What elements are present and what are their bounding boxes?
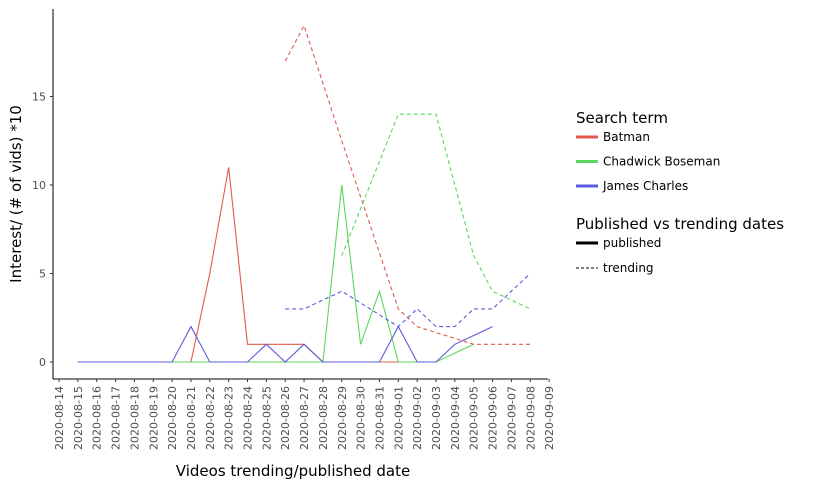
x-tick-label: 2020-08-27 bbox=[298, 386, 311, 450]
legend-label: Chadwick Boseman bbox=[603, 155, 720, 169]
legend-label: Batman bbox=[603, 130, 650, 144]
series-line-batman-trending bbox=[284, 24, 531, 345]
x-tick-label: 2020-08-25 bbox=[260, 386, 273, 450]
x-tick-label: 2020-08-31 bbox=[373, 386, 386, 450]
y-tick-label: 10 bbox=[32, 179, 46, 192]
legend: Search term Batman Chadwick Boseman James … bbox=[576, 109, 784, 275]
x-ticks: 2020-08-14 2020-08-15 2020-08-16 2020-08-17… bbox=[53, 379, 556, 450]
legend-color-title: Search term bbox=[576, 109, 668, 127]
y-tick-label: 15 bbox=[32, 91, 46, 104]
x-tick-label: 2020-08-16 bbox=[91, 386, 104, 450]
x-tick-label: 2020-08-23 bbox=[223, 386, 236, 450]
legend-label: trending bbox=[603, 261, 654, 275]
x-tick-label: 2020-08-15 bbox=[72, 386, 85, 450]
x-tick-label: 2020-08-28 bbox=[317, 386, 330, 450]
x-tick-label: 2020-08-22 bbox=[204, 386, 217, 450]
x-tick-label: 2020-08-19 bbox=[147, 386, 160, 450]
x-tick-label: 2020-08-17 bbox=[110, 386, 123, 450]
x-tick-label: 2020-09-01 bbox=[392, 386, 405, 450]
x-tick-label: 2020-09-02 bbox=[411, 386, 424, 450]
series-line-chadwick-boseman-trending bbox=[341, 113, 531, 310]
x-tick-label: 2020-09-04 bbox=[449, 386, 462, 450]
x-tick-label: 2020-09-06 bbox=[487, 386, 500, 450]
legend-linetype-entries: published trending bbox=[576, 236, 661, 275]
x-tick-label: 2020-08-26 bbox=[279, 386, 292, 450]
x-tick-label: 2020-08-29 bbox=[336, 386, 349, 450]
x-tick-label: 2020-08-21 bbox=[185, 386, 198, 450]
x-tick-label: 2020-08-14 bbox=[53, 386, 66, 450]
y-ticks: 0 5 10 15 bbox=[32, 91, 53, 369]
x-tick-label: 2020-08-20 bbox=[166, 386, 179, 450]
x-tick-label: 2020-08-18 bbox=[128, 386, 141, 450]
x-tick-label: 2020-09-09 bbox=[543, 386, 556, 450]
series-line-james-charles-published bbox=[77, 325, 493, 363]
series-line-james-charles-trending bbox=[285, 273, 531, 328]
y-tick-label: 0 bbox=[39, 356, 46, 369]
legend-label: James Charles bbox=[602, 179, 688, 193]
series-lines bbox=[77, 24, 531, 363]
legend-linetype-title: Published vs trending dates bbox=[576, 215, 784, 233]
x-tick-label: 2020-08-30 bbox=[355, 386, 368, 450]
legend-label: published bbox=[603, 236, 661, 250]
x-tick-label: 2020-09-08 bbox=[524, 386, 537, 450]
x-tick-label: 2020-09-07 bbox=[505, 386, 518, 450]
x-axis-title: Videos trending/published date bbox=[176, 462, 410, 480]
y-axis-title: Interest/ (# of vids) *10 bbox=[7, 105, 25, 283]
x-tick-label: 2020-09-05 bbox=[468, 386, 481, 450]
x-tick-label: 2020-09-03 bbox=[430, 386, 443, 450]
legend-color-entries: Batman Chadwick Boseman James Charles bbox=[576, 130, 720, 193]
x-tick-label: 2020-08-24 bbox=[242, 386, 255, 450]
y-tick-label: 5 bbox=[39, 268, 46, 281]
